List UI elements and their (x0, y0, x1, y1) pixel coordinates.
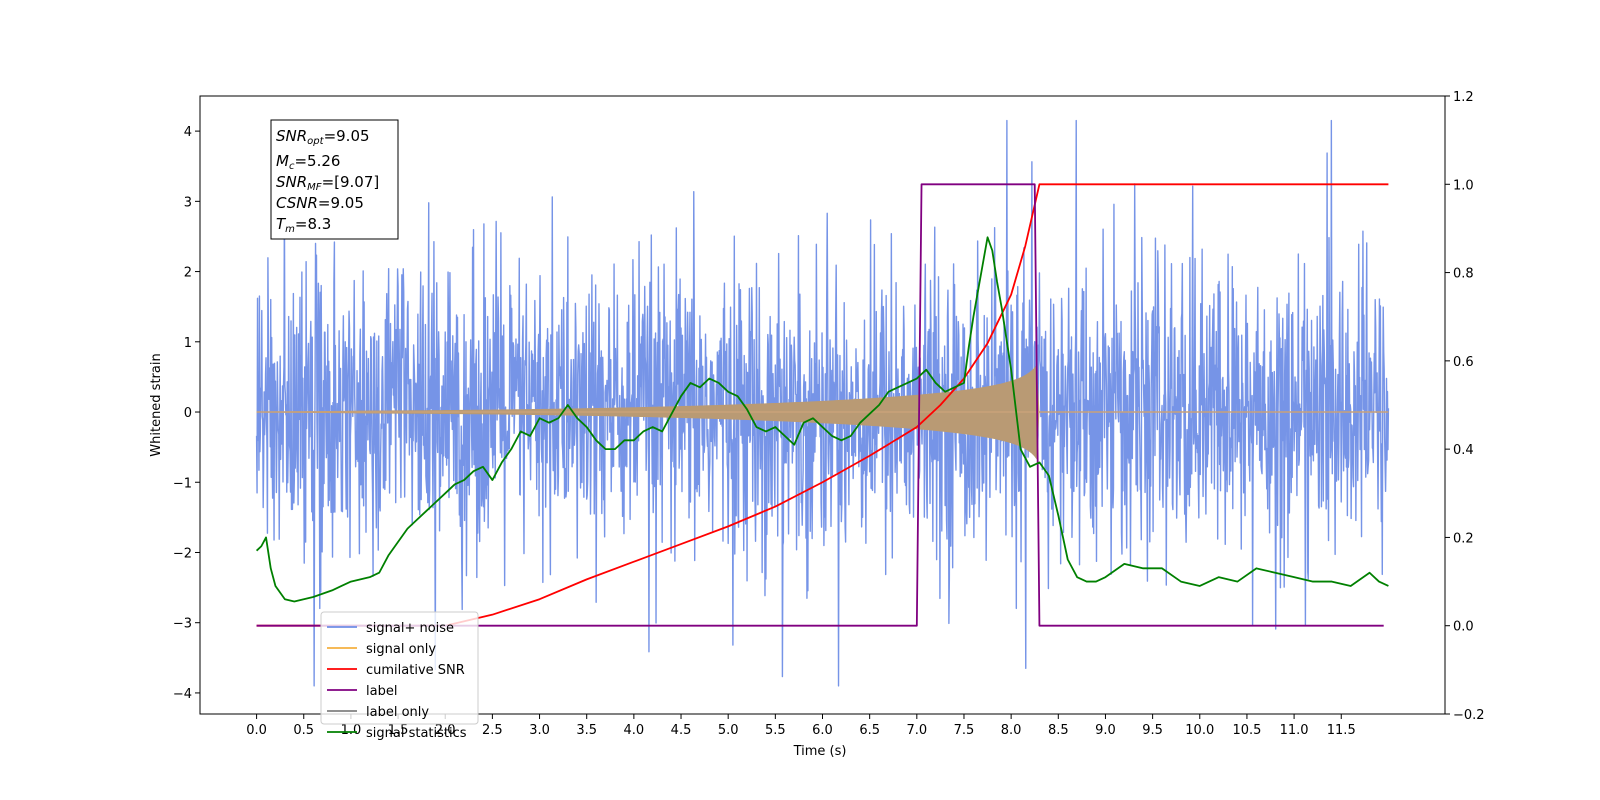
x-tick-label: 2.0 (435, 723, 456, 738)
y-right-tick-label: 0.2 (1453, 531, 1474, 546)
legend-label-cumilative-snr: cumilative SNR (366, 663, 465, 678)
y-tick-label: −3 (173, 617, 192, 632)
x-tick-label: 7.0 (906, 723, 927, 738)
x-axis: 0.0 0.5 1.0 1.5 2.0 2.5 3.0 3.5 4.0 4.5 5.0 5.5 6.0 6… (246, 714, 1356, 738)
x-tick-label: 9.0 (1095, 723, 1116, 738)
x-tick-label: 5.5 (765, 723, 786, 738)
x-tick-label: 6.0 (812, 723, 833, 738)
x-tick-label: 1.5 (388, 723, 409, 738)
legend-label-signal-only: signal only (366, 642, 436, 657)
x-tick-label: 9.5 (1142, 723, 1163, 738)
legend-label-signal-noise: signal+ noise (366, 621, 454, 636)
x-tick-label: 3.5 (576, 723, 597, 738)
x-axis-title: Time (s) (793, 744, 847, 759)
series-label (256, 183, 1384, 627)
legend: signal+ noise signal only cumilative SNR la… (320, 611, 479, 741)
y-axis-left: −4 −3 −2 −1 0 1 2 3 4 (173, 125, 200, 702)
x-tick-label: 11.0 (1280, 723, 1309, 738)
y-right-tick-label: −0.2 (1453, 708, 1485, 723)
y-right-tick-label: 0.0 (1453, 620, 1474, 635)
info-tm: Tm=8.3 (276, 215, 331, 235)
y-right-tick-label: 1.0 (1453, 178, 1474, 193)
x-tick-label: 8.5 (1048, 723, 1069, 738)
y-tick-label: −1 (173, 476, 192, 491)
x-tick-label: 0.5 (293, 723, 314, 738)
y-tick-label: −2 (173, 546, 192, 561)
x-tick-label: 2.5 (482, 723, 503, 738)
x-tick-label: 5.0 (718, 723, 739, 738)
y-right-tick-label: 0.8 (1453, 267, 1474, 282)
info-mc: Mc=5.26 (276, 152, 340, 172)
x-tick-label: 8.0 (1001, 723, 1022, 738)
series-signal-only (256, 364, 1389, 460)
info-snr-mf: SNRMF=[9.07] (276, 173, 379, 193)
info-box-frame (270, 119, 399, 240)
y-tick-label: 1 (184, 336, 192, 351)
series-signal-statistics (255, 236, 1389, 603)
x-tick-label: 6.5 (859, 723, 880, 738)
y-right-tick-label: 0.4 (1453, 443, 1474, 458)
x-tick-label: 0.0 (246, 723, 267, 738)
y-tick-label: 4 (184, 125, 192, 140)
legend-label-label: label (366, 684, 397, 699)
info-csnr: CSNR=9.05 (276, 194, 364, 212)
y-right-tick-label: 1.2 (1453, 90, 1474, 105)
x-tick-label: 4.5 (671, 723, 692, 738)
y-axis-right: −0.2 0.0 0.2 0.4 0.6 0.8 1.0 1.2 (1445, 90, 1485, 723)
info-snr-opt: SNRopt=9.05 (276, 127, 370, 147)
x-tick-label: 11.5 (1327, 723, 1356, 738)
y-tick-label: 0 (184, 406, 192, 421)
x-tick-label: 4.0 (624, 723, 645, 738)
x-tick-label: 3.0 (529, 723, 550, 738)
y-right-tick-label: 0.6 (1453, 355, 1474, 370)
y-tick-label: −4 (173, 687, 192, 702)
x-tick-label: 7.5 (954, 723, 975, 738)
legend-label-signal-statistics: signal statistics (366, 726, 467, 741)
x-tick-label: 10.5 (1232, 723, 1261, 738)
legend-frame (320, 611, 479, 725)
y-axis-title: Whitened strain (149, 353, 164, 456)
legend-label-label-only: label only (366, 705, 429, 720)
y-tick-label: 2 (184, 266, 192, 281)
info-box: SNRopt=9.05 Mc=5.26 SNRMF=[9.07] CSNR=9.… (270, 119, 399, 240)
x-tick-label: 1.0 (341, 723, 362, 738)
x-tick-label: 10.0 (1185, 723, 1214, 738)
y-tick-label: 3 (184, 195, 192, 210)
